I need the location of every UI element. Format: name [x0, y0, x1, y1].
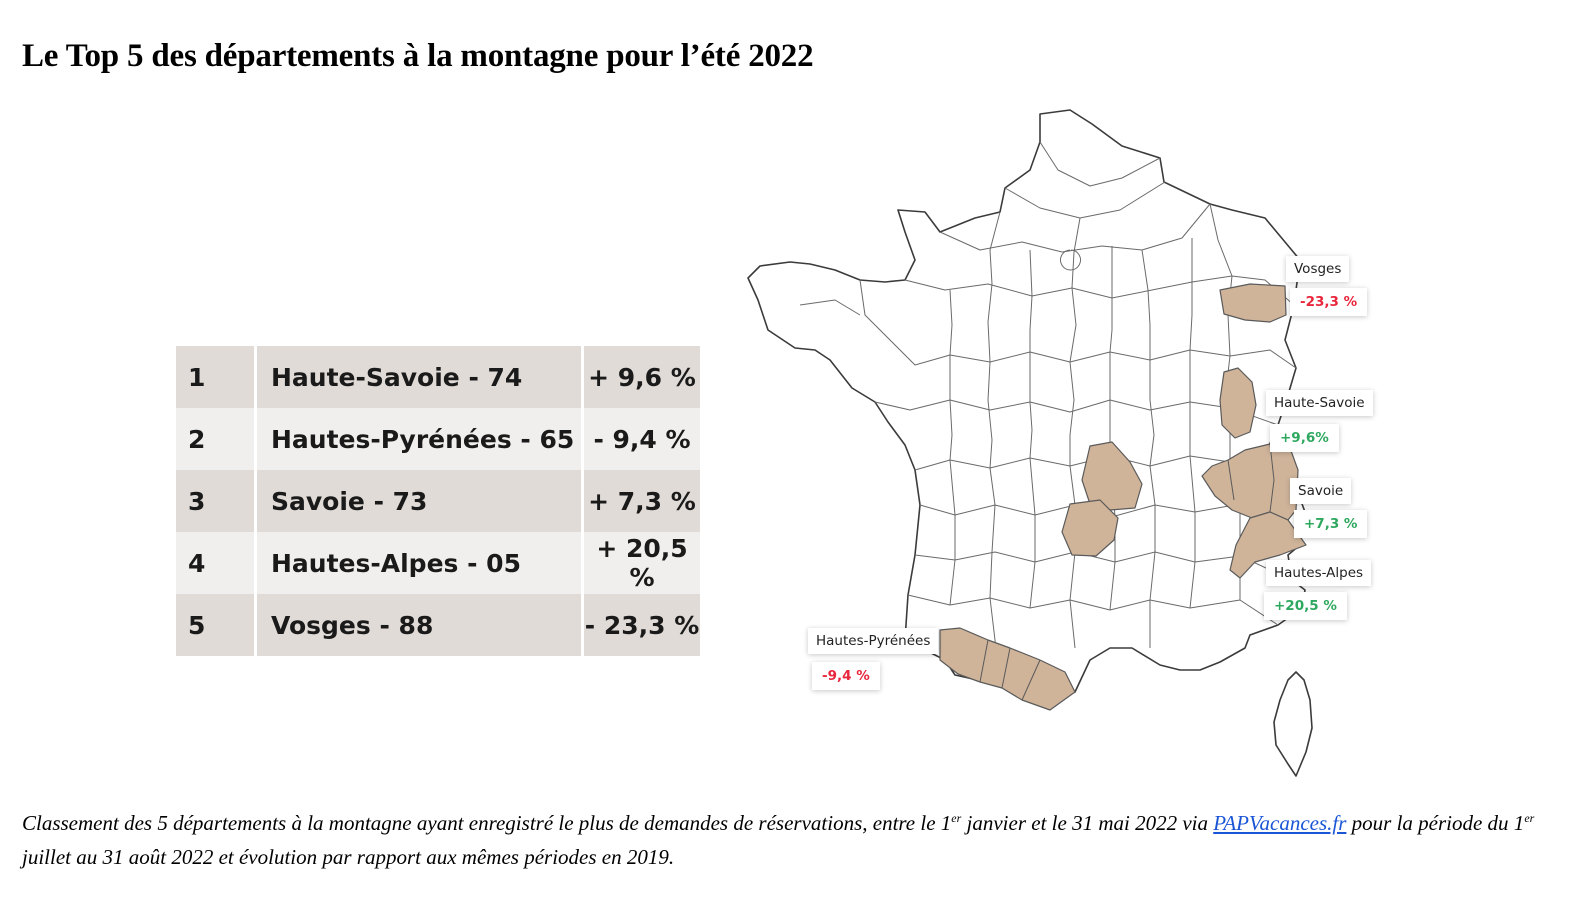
- rank-cell: 4: [176, 532, 257, 594]
- caption-text-2: janvier et le 31 mai 2022 via: [961, 811, 1214, 835]
- caption-text-4: juillet au 31 août 2022 et évolution par…: [22, 845, 675, 869]
- evolution-cell: - 23,3 %: [582, 594, 700, 656]
- cantal-region: [1061, 499, 1119, 557]
- france-map-svg: [747, 109, 1313, 777]
- haute-savoie-region: [1219, 367, 1257, 439]
- rank-cell: 5: [176, 594, 257, 656]
- caption-sup-2: er: [1524, 811, 1535, 825]
- evolution-cell: - 9,4 %: [582, 408, 700, 470]
- evolution-cell: + 20,5 %: [582, 532, 700, 594]
- france-map: [740, 100, 1400, 790]
- papvacances-link[interactable]: PAPVacances.fr: [1213, 811, 1347, 835]
- caption-text-1: Classement des 5 départements à la monta…: [22, 811, 952, 835]
- rank-cell: 2: [176, 408, 257, 470]
- caption-text-3: pour la période du 1: [1346, 811, 1525, 835]
- callout-hautes-alpes-value: +20,5 %: [1264, 592, 1347, 620]
- department-cell: Haute-Savoie - 74: [255, 346, 584, 408]
- caption-sup-1: er: [951, 811, 962, 825]
- table-row: 2 Hautes-Pyrénées - 65 - 9,4 %: [176, 408, 700, 470]
- callout-hautes-pyrenees-value: -9,4 %: [812, 662, 880, 690]
- callout-haute-savoie-value: +9,6%: [1270, 424, 1339, 452]
- department-cell: Hautes-Alpes - 05: [255, 532, 584, 594]
- callout-savoie-label: Savoie: [1290, 478, 1352, 504]
- massif-region: [1081, 441, 1143, 511]
- evolution-cell: + 9,6 %: [582, 346, 700, 408]
- callout-vosges-label: Vosges: [1286, 256, 1350, 282]
- hautes-alpes-region: [1229, 511, 1307, 579]
- table-row: 3 Savoie - 73 + 7,3 %: [176, 470, 700, 532]
- rank-cell: 1: [176, 346, 257, 408]
- callout-haute-savoie-label: Haute-Savoie: [1266, 390, 1373, 416]
- vosges-region: [1219, 283, 1287, 323]
- table-row: 5 Vosges - 88 - 23,3 %: [176, 594, 700, 656]
- callout-vosges-value: -23,3 %: [1290, 288, 1368, 316]
- hautes-pyrenees-region: [939, 627, 1076, 711]
- table-row: 4 Hautes-Alpes - 05 + 20,5 %: [176, 532, 700, 594]
- department-cell: Hautes-Pyrénées - 65: [255, 408, 584, 470]
- rank-cell: 3: [176, 470, 257, 532]
- ranking-table: 1 Haute-Savoie - 74 + 9,6 % 2 Hautes-Pyr…: [176, 346, 700, 656]
- department-cell: Vosges - 88: [255, 594, 584, 656]
- page-title: Le Top 5 des départements à la montagne …: [22, 38, 814, 74]
- callout-hautes-pyrenees-label: Hautes-Pyrénées: [808, 628, 939, 654]
- corsica-outline: [1273, 671, 1313, 777]
- department-cell: Savoie - 73: [255, 470, 584, 532]
- table-row: 1 Haute-Savoie - 74 + 9,6 %: [176, 346, 700, 408]
- evolution-cell: + 7,3 %: [582, 470, 700, 532]
- callout-hautes-alpes-label: Hautes-Alpes: [1266, 560, 1372, 586]
- caption: Classement des 5 départements à la monta…: [22, 806, 1552, 874]
- highlight-inner-borders: [979, 443, 1275, 701]
- highlighted-departments: [939, 283, 1307, 711]
- callout-savoie-value: +7,3 %: [1294, 510, 1368, 538]
